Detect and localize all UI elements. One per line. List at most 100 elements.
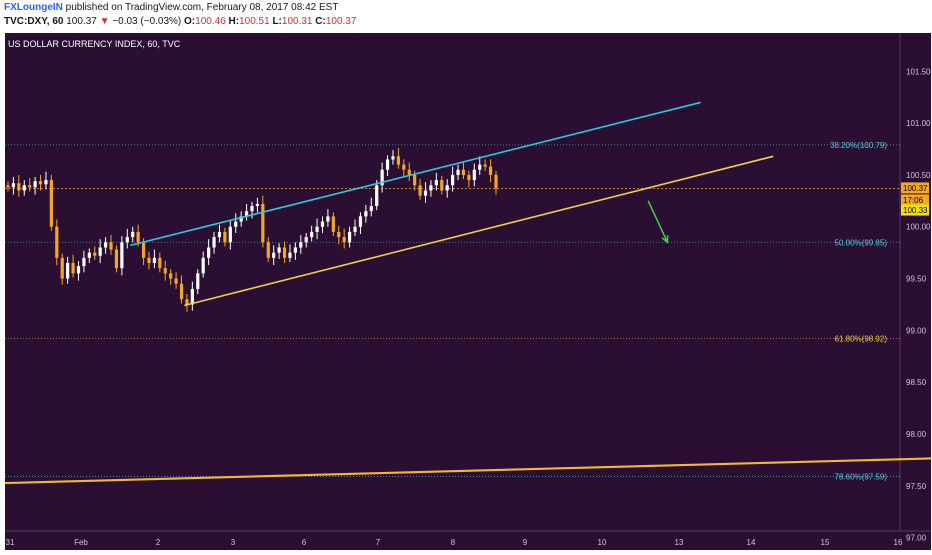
candle-body [147,257,151,264]
candle-body [445,185,449,191]
candle-body [488,166,493,175]
candle-body [282,247,287,258]
author-link[interactable]: FXLoungeIN [4,2,63,13]
candle-body [402,164,406,170]
candle-body [299,242,303,248]
candle-body [310,231,314,238]
y-tick-label: 99.50 [906,275,927,284]
x-tick-label: 31 [6,538,15,547]
candle-body [478,164,482,170]
candle-body [141,242,146,258]
open-label: O: [184,16,196,27]
candle-body [228,226,232,243]
candle-body [315,226,319,232]
candle-body [98,247,102,256]
candle-body [326,216,330,222]
candle-body [407,169,411,175]
low-value: 100.31 [281,16,313,27]
x-tick-label: 10 [598,538,607,547]
y-tick-label: 100.50 [906,171,931,180]
ohlc-line: TVC:DXY, 60 100.37 ▼ −0.03 (−0.03%) O:10… [4,16,356,27]
x-tick-label: 13 [675,538,684,547]
fib-level-label: 38.20%(100.79) [830,141,887,150]
x-tick-label: 2 [156,538,161,547]
candle-body [190,288,194,305]
close-value: 100.37 [325,16,357,27]
candle-body [250,206,254,212]
price-label-box [901,182,929,194]
y-tick-label: 99.00 [906,326,927,335]
y-tick-label: 97.50 [906,482,927,491]
candle-body [234,221,238,227]
candle-body [467,174,471,181]
symbol-label: TVC:DXY, 60 [4,16,64,27]
candle-body [22,185,26,191]
candle-body [55,226,59,258]
last-price: 100.37 [66,16,97,27]
candle-body [369,206,373,212]
candle-body [179,283,184,300]
candle-body [440,180,444,191]
candle-body [385,159,390,170]
chart-area[interactable]: US DOLLAR CURRENCY INDEX, 60, TVC 101.50… [0,33,932,550]
x-tick-label: 14 [747,538,756,547]
price-label-box [901,194,929,206]
y-tick-label: 100.00 [906,223,931,232]
y-tick-label: 98.50 [906,378,927,387]
publish-header: FXLoungeIN published on TradingView.com,… [0,0,932,32]
candle-body [163,268,167,274]
candle-body [71,263,75,274]
x-tick-label: 9 [523,538,528,547]
x-tick-label: Feb [74,538,88,547]
candle-body [66,263,70,279]
candle-body [11,183,16,188]
candle-body [196,273,200,289]
candle-body [223,231,227,243]
candle-body [434,180,438,186]
candle-body [342,237,346,243]
candle-body [28,185,32,188]
price-label-text: 100.37 [903,184,928,193]
candle-body [87,252,91,258]
candle-body [337,231,341,238]
y-tick-label: 101.50 [906,67,931,76]
candle-body [255,203,260,207]
price-chart[interactable]: US DOLLAR CURRENCY INDEX, 60, TVC 101.50… [0,33,932,550]
fib-level-label: 50.00%(99.85) [835,238,888,247]
candle-body [293,247,297,253]
candle-body [423,190,428,196]
candle-body [364,211,368,217]
y-tick-label: 98.00 [906,430,927,439]
candle-body [456,169,460,175]
candle-body [461,169,466,175]
candle-body [125,237,129,243]
candle-body [348,231,352,243]
candle-body [320,221,325,227]
candle-body [44,180,48,185]
lower-channel-line [184,155,774,307]
candle-body [217,231,222,238]
candle-body [396,156,400,165]
candle-body [239,216,243,222]
candle-body [120,242,124,269]
candle-body [136,231,140,243]
x-tick-label: 3 [231,538,236,547]
candle-body [212,237,216,248]
candle-body [104,242,108,248]
candle-body [331,216,335,232]
candle-body [38,181,43,185]
publish-info: published on TradingView.com, February 0… [62,2,339,13]
price-change: −0.03 (−0.03%) [112,16,182,27]
candle-body [418,185,422,196]
candle-body [266,242,270,258]
candle-body [358,216,363,227]
upper-channel-line [130,101,701,247]
candle-body [391,156,395,160]
candle-body [304,237,308,243]
candle-body [375,185,379,207]
candle-body [131,231,135,238]
fib-level-label: 61.80%(98.92) [835,335,888,344]
chart-title: US DOLLAR CURRENCY INDEX, 60, TVC [8,39,181,49]
price-label-text: 17:06 [903,196,924,205]
fib-level-label: 78.60%(97.59) [835,472,888,481]
